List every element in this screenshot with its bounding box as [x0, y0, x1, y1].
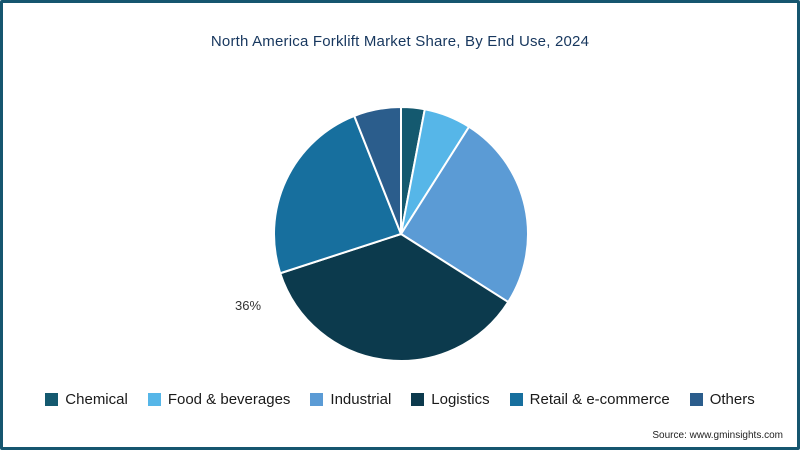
pie-slice-others — [353, 106, 402, 235]
legend-swatch-retail-ecommerce — [509, 393, 523, 406]
legend-item-others: Others — [689, 391, 755, 408]
pie-slice-industrial — [400, 125, 529, 304]
legend-item-logistics: Logistics — [411, 391, 490, 408]
legend-swatch-logistics — [411, 393, 425, 406]
legend-item-food-beverages: Food & beverages — [147, 391, 291, 408]
legend-label-retail-ecommerce: Retail & e-commerce — [529, 391, 670, 408]
data-label-logistics: 36% — [235, 298, 262, 313]
legend-item-industrial: Industrial — [310, 391, 391, 408]
legend-item-retail-ecommerce: Retail & e-commerce — [509, 391, 670, 408]
legend-label-others: Others — [709, 391, 755, 408]
pie-chart — [273, 106, 529, 362]
source-text: Source: www.gminsights.com — [652, 430, 783, 441]
legend-swatch-industrial — [310, 393, 324, 406]
chart-title: North America Forklift Market Share, By … — [210, 33, 590, 50]
legend-swatch-food-beverages — [147, 393, 161, 406]
legend-item-chemical: Chemical — [45, 391, 128, 408]
legend-label-food-beverages: Food & beverages — [167, 391, 291, 408]
legend-swatch-chemical — [45, 393, 59, 406]
legend-swatch-others — [689, 393, 703, 406]
legend: Chemical Food & beverages Industrial Log… — [3, 391, 797, 408]
pie-slice-logistics — [279, 233, 510, 362]
legend-label-industrial: Industrial — [330, 391, 392, 408]
legend-label-logistics: Logistics — [431, 391, 490, 408]
legend-label-chemical: Chemical — [65, 391, 128, 408]
